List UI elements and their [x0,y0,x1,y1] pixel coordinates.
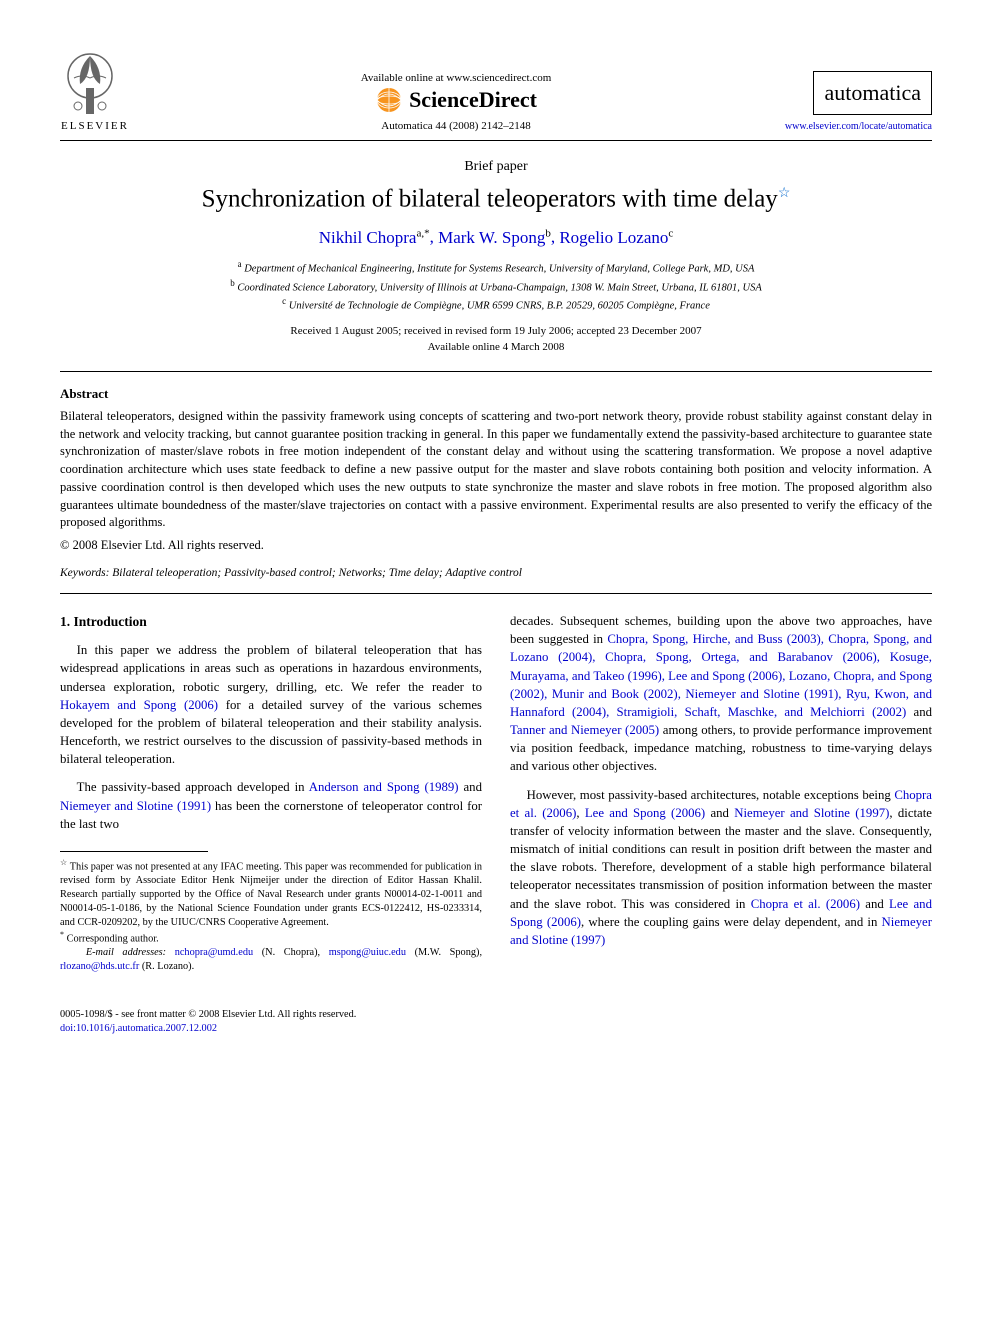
footnote-corresponding: * Corresponding author. [60,930,482,946]
email-spong[interactable]: mspong@uiuc.edu [329,947,406,958]
sciencedirect-ball-icon [375,86,403,114]
online-date: Available online 4 March 2008 [60,340,932,355]
rule-below-keywords [60,593,932,594]
column-left: 1. Introduction In this paper we address… [60,612,482,974]
journal-title: automatica [813,71,932,115]
title-text: Synchronization of bilateral teleoperato… [202,185,778,212]
footer-issn: 0005-1098/$ - see front matter © 2008 El… [60,1008,356,1022]
author-2: Mark W. Spongb [438,228,551,247]
available-online-text: Available online at www.sciencedirect.co… [130,72,782,84]
elsevier-label: ELSEVIER [60,120,130,132]
author-1: Nikhil Chopraa,* [319,228,430,247]
dates-block: Received 1 August 2005; received in revi… [60,324,932,355]
cite-niemeyer-slotine-1991[interactable]: Niemeyer and Slotine (1991) [60,799,211,813]
cite-tanner-niemeyer-2005[interactable]: Tanner and Niemeyer (2005) [510,723,659,737]
paper-title: Synchronization of bilateral teleoperato… [60,185,932,213]
email-chopra[interactable]: nchopra@umd.edu [175,947,253,958]
page-footer: 0005-1098/$ - see front matter © 2008 El… [60,1002,932,1036]
keywords-line: Keywords: Bilateral teleoperation; Passi… [60,567,932,579]
journal-box: automatica www.elsevier.com/locate/autom… [782,71,932,132]
abstract-body: Bilateral teleoperators, designed within… [60,408,932,532]
footer-doi[interactable]: doi:10.1016/j.automatica.2007.12.002 [60,1022,356,1036]
affiliation-b: b Coordinated Science Laboratory, Univer… [60,277,932,296]
journal-homepage-link[interactable]: www.elsevier.com/locate/automatica [782,121,932,132]
affiliations: a Department of Mechanical Engineering, … [60,258,932,314]
elsevier-logo-block: ELSEVIER [60,48,130,132]
title-footnote-marker: ☆ [778,186,791,201]
affiliation-a: a Department of Mechanical Engineering, … [60,258,932,277]
col2-p1: decades. Subsequent schemes, building up… [510,612,932,775]
footer-left: 0005-1098/$ - see front matter © 2008 El… [60,1008,356,1036]
intro-p1: In this paper we address the problem of … [60,641,482,768]
rule-above-abstract [60,371,932,372]
email-lozano[interactable]: rlozano@hds.utc.fr [60,961,139,972]
elsevier-tree-icon [60,48,120,118]
sciencedirect-logo: ScienceDirect [130,86,782,114]
copyright-line: © 2008 Elsevier Ltd. All rights reserved… [60,538,932,553]
section-1-heading: 1. Introduction [60,612,482,631]
header-center: Available online at www.sciencedirect.co… [130,72,782,132]
authors-line: Nikhil Chopraa,*, Mark W. Spongb, Rogeli… [60,227,932,248]
intro-p2: The passivity-based approach developed i… [60,778,482,832]
keywords-list: Bilateral teleoperation; Passivity-based… [112,567,522,579]
body-columns: 1. Introduction In this paper we address… [60,612,932,974]
column-right: decades. Subsequent schemes, building up… [510,612,932,974]
citation-line: Automatica 44 (2008) 2142–2148 [130,120,782,132]
footnote-emails: E-mail addresses: nchopra@umd.edu (N. Ch… [60,946,482,974]
cite-chopra-2006b[interactable]: Chopra et al. (2006) [751,897,860,911]
cite-anderson-spong-1989[interactable]: Anderson and Spong (1989) [309,780,459,794]
sciencedirect-text: ScienceDirect [409,87,537,113]
footnote-rule [60,851,208,852]
paper-type: Brief paper [60,159,932,175]
footnote-star: ☆ This paper was not presented at any IF… [60,858,482,930]
cite-hokayem-spong-2006[interactable]: Hokayem and Spong (2006) [60,698,218,712]
received-dates: Received 1 August 2005; received in revi… [60,324,932,339]
abstract-label: Abstract [60,386,932,402]
journal-header: ELSEVIER Available online at www.science… [60,48,932,141]
keywords-label: Keywords: [60,567,109,579]
col2-p2: However, most passivity-based architectu… [510,786,932,949]
cite-lee-spong-2006a[interactable]: Lee and Spong (2006) [585,806,705,820]
author-3: Rogelio Lozanoc [559,228,673,247]
cite-niemeyer-slotine-1997a[interactable]: Niemeyer and Slotine (1997) [734,806,889,820]
affiliation-c: c Université de Technologie de Compiègne… [60,295,932,314]
